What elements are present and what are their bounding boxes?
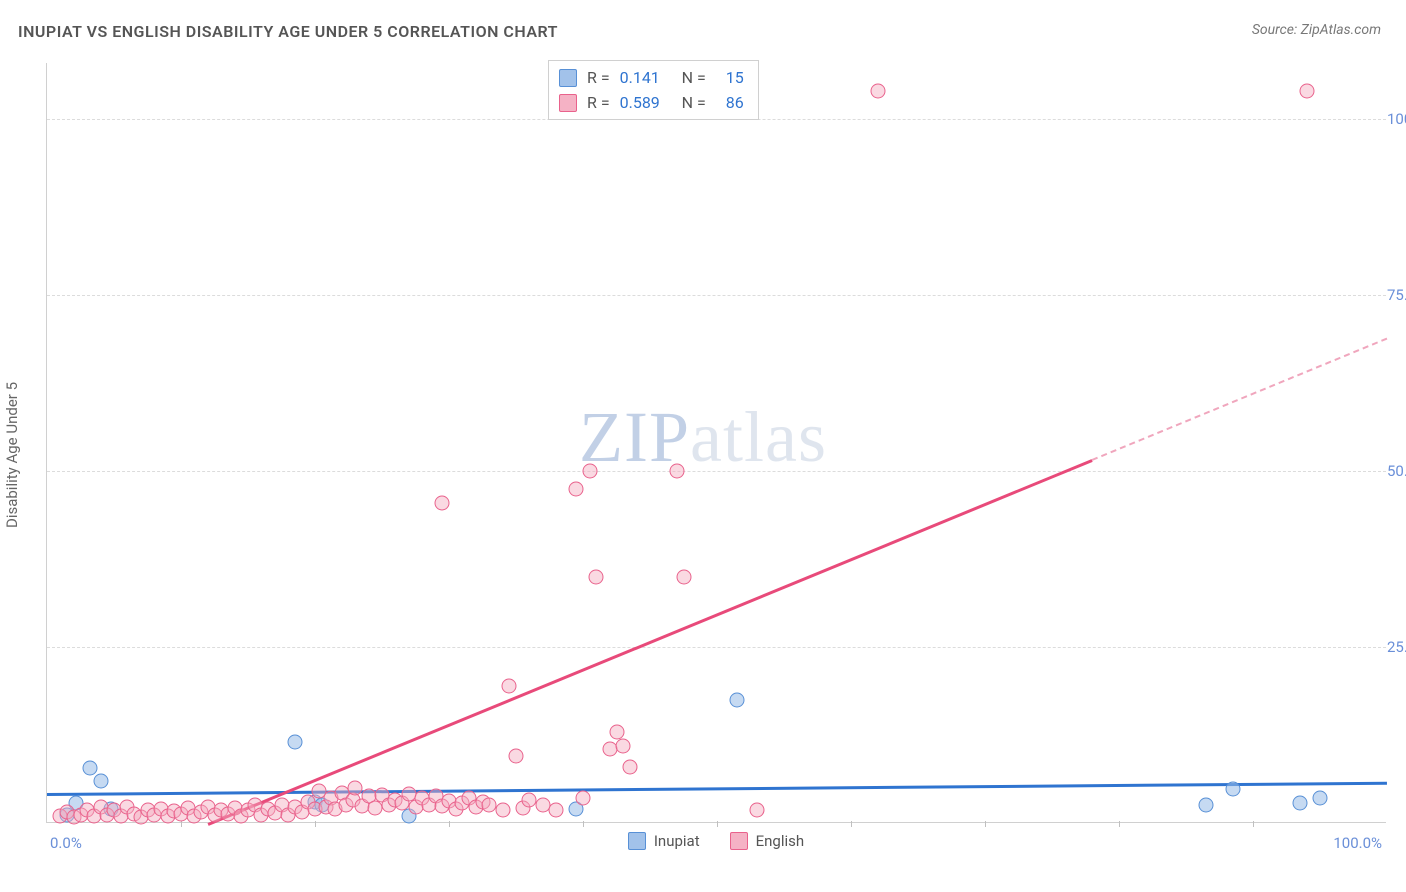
swatch-blue — [628, 832, 646, 850]
trendline-inupiat — [47, 782, 1387, 796]
marker-inupiat — [1225, 782, 1240, 797]
marker-english — [576, 791, 591, 806]
gridline — [47, 471, 1386, 472]
trendline-english — [207, 459, 1092, 825]
marker-inupiat — [1313, 791, 1328, 806]
legend-correlation: R = 0.141 N = 15 R = 0.589 N = 86 — [548, 60, 759, 120]
legend-r-value: 0.589 — [620, 93, 672, 112]
swatch-blue — [559, 69, 577, 87]
swatch-pink — [730, 832, 748, 850]
legend-item-label: English — [756, 832, 805, 850]
marker-english — [582, 464, 597, 479]
marker-english — [495, 803, 510, 818]
marker-inupiat — [1292, 796, 1307, 811]
x-tick-minor — [449, 821, 450, 827]
chart-title: INUPIAT VS ENGLISH DISABILITY AGE UNDER … — [18, 22, 558, 41]
gridline — [47, 295, 1386, 296]
plot-area: 25.0%50.0%75.0%100.0% — [46, 63, 1386, 823]
trendline-english — [1092, 338, 1388, 461]
marker-english — [616, 738, 631, 753]
legend-n-value: 15 — [716, 68, 744, 87]
gridline — [47, 647, 1386, 648]
marker-english — [502, 678, 517, 693]
x-tick-minor — [181, 821, 182, 827]
y-tick-label: 50.0% — [1382, 462, 1406, 480]
legend-series: Inupiat English — [46, 832, 1386, 850]
legend-item-english: English — [730, 832, 805, 850]
marker-english — [609, 724, 624, 739]
y-tick-label: 100.0% — [1382, 110, 1406, 128]
marker-inupiat — [93, 773, 108, 788]
marker-english — [676, 569, 691, 584]
legend-r-value: 0.141 — [620, 68, 672, 87]
legend-n-value: 86 — [716, 93, 744, 112]
marker-english — [435, 495, 450, 510]
legend-r-label: R = — [587, 93, 610, 112]
marker-english — [622, 759, 637, 774]
legend-row-english: R = 0.589 N = 86 — [559, 90, 744, 115]
x-tick-minor — [717, 821, 718, 827]
x-tick-minor — [1119, 821, 1120, 827]
y-tick-label: 25.0% — [1382, 638, 1406, 656]
x-tick-minor — [1253, 821, 1254, 827]
legend-row-inupiat: R = 0.141 N = 15 — [559, 65, 744, 90]
source-label: Source: ZipAtlas.com — [1252, 22, 1381, 38]
marker-inupiat — [730, 692, 745, 707]
marker-english — [509, 749, 524, 764]
marker-english — [549, 803, 564, 818]
x-tick-minor — [583, 821, 584, 827]
legend-item-label: Inupiat — [654, 832, 700, 850]
marker-inupiat — [82, 761, 97, 776]
marker-english — [750, 803, 765, 818]
legend-n-label: N = — [682, 93, 706, 112]
x-tick-minor — [315, 821, 316, 827]
marker-inupiat — [287, 735, 302, 750]
marker-english — [1299, 84, 1314, 99]
x-tick-minor — [985, 821, 986, 827]
marker-inupiat — [1199, 798, 1214, 813]
marker-english — [569, 481, 584, 496]
y-tick-label: 75.0% — [1382, 286, 1406, 304]
marker-english — [870, 84, 885, 99]
swatch-pink — [559, 94, 577, 112]
legend-r-label: R = — [587, 68, 610, 87]
marker-english — [669, 464, 684, 479]
marker-english — [589, 569, 604, 584]
y-axis-label: Disability Age Under 5 — [3, 382, 21, 528]
legend-n-label: N = — [682, 68, 706, 87]
legend-item-inupiat: Inupiat — [628, 832, 700, 850]
x-tick-minor — [851, 821, 852, 827]
